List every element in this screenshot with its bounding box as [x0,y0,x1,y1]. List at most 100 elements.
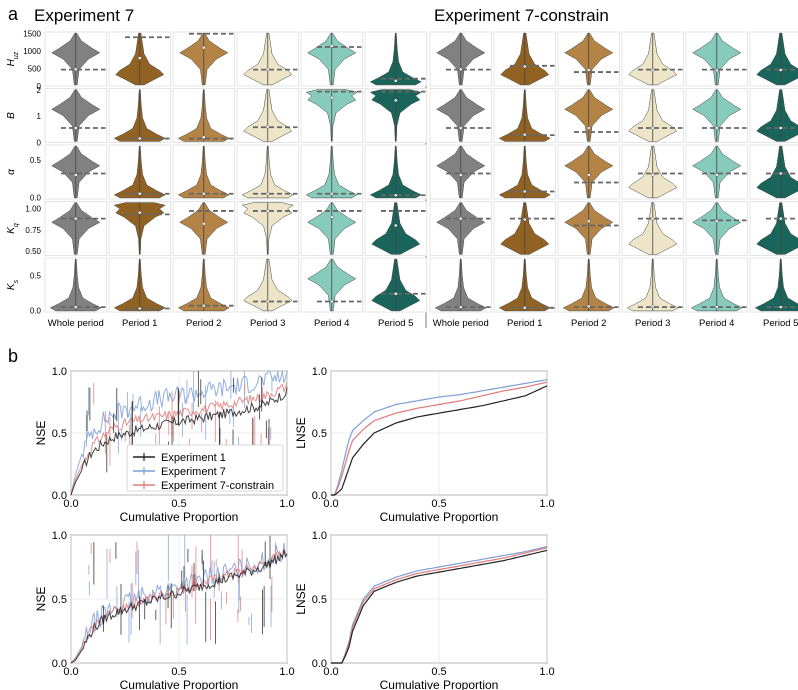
row-label-subscript: s [13,279,20,283]
violin-median [459,173,463,177]
violin-median [523,132,527,137]
x-axis-label: Cumulative Proportion [380,678,499,690]
x-tick-label: 1.0 [279,666,294,678]
series-line [331,381,548,496]
column-label: Period 4 [314,318,349,329]
y-tick-label: 1.00 [25,204,41,213]
violin-median [138,306,142,311]
column-label: Whole period [48,318,104,329]
x-tick-label: 1.0 [539,666,554,678]
y-tick-label: 0.5 [52,428,67,440]
violin-median [202,222,206,226]
x-tick-label: 0.0 [323,666,338,678]
violin-median [587,173,591,177]
violin-median [266,67,270,71]
legend-label: Experiment 1 [161,452,226,464]
x-axis-label: Cumulative Proportion [120,510,239,524]
violin-median [202,45,206,50]
y-tick-label: 1500 [23,30,41,39]
violin-median [523,217,527,222]
panel-a-label: a [8,4,19,24]
violin-median [394,193,398,197]
violin-median [715,173,719,177]
violin-median [779,216,783,221]
violin-median [74,216,78,221]
y-tick-label: 0 [37,82,42,91]
violin-median [266,209,270,213]
violin-shape [756,202,798,255]
y-tick-label: 1 [37,112,42,121]
left-panel-title: Experiment 7 [34,6,134,25]
violin-median [394,98,398,103]
x-axis-label: Cumulative Proportion [380,510,499,524]
y-tick-label: 0 [37,139,42,148]
legend-label: Experiment 7-constrain [161,480,274,492]
violin-median [74,126,78,130]
violin-median [74,173,78,177]
y-tick-label: 0.5 [312,428,327,440]
violin-median [587,126,591,130]
row-label: Huz [6,51,20,66]
violin-median [715,219,719,223]
x-axis-label: Cumulative Proportion [120,678,239,690]
violin-median [330,44,334,48]
y-tick-label: 0.5 [52,594,67,606]
series-line [331,547,548,664]
row-label: Kq [6,223,20,234]
violin-median [394,223,398,228]
violin-grid: 1500 1000 500 0 Huz 2 1 0 B 0.5 0.0 α 1.00 0.75 0.50 Kq… [6,30,798,329]
violin-median [138,192,142,196]
x-tick-label: 1.0 [279,498,294,510]
row-label: α [6,169,17,175]
x-tick-label: 0.5 [431,498,446,510]
violin-median [138,136,142,141]
y-tick-label: 0.75 [25,226,41,235]
violin-median [459,305,463,309]
violin-median [74,67,78,71]
column-label: Period 1 [122,318,157,329]
violin-shape [754,258,798,312]
violin-median [459,67,463,71]
violin-median [523,189,527,194]
y-tick-label: 0.0 [312,658,327,670]
legend-box [126,444,284,492]
violin-median [715,126,719,130]
y-axis-label: LNSE [294,417,308,448]
x-tick-label: 0.0 [63,666,78,678]
violin-median [651,126,655,130]
violin-median [651,304,655,309]
column-label: Period 3 [635,318,670,329]
column-label: Period 5 [763,318,798,329]
violin-median [138,56,142,60]
violin-median [202,135,206,139]
violin-shape [756,32,798,86]
violin-median [202,192,206,196]
x-tick-label: 0.5 [431,666,446,678]
violin-median [587,304,591,309]
x-tick-label: 0.0 [63,498,78,510]
series-line [70,548,288,664]
x-tick-label: 0.5 [171,498,186,510]
column-label: Period 5 [378,318,413,329]
y-tick-label: 0.50 [25,247,41,256]
column-label: Period 2 [186,318,221,329]
y-tick-label: 0.0 [52,490,67,502]
violin-median [587,219,591,223]
x-tick-label: 0.5 [171,666,186,678]
y-tick-label: 0.0 [52,658,67,670]
violin-median [715,305,719,309]
y-tick-label: 0.5 [30,156,42,165]
series-line [331,379,548,496]
violin-median [330,96,334,100]
y-tick-label: 0.0 [30,307,42,316]
y-tick-label: 0.0 [312,490,327,502]
violin-median [266,299,270,304]
violin-median [779,68,783,72]
column-label: Period 1 [507,318,542,329]
series-line [331,549,548,664]
violin-median [459,126,463,130]
y-tick-label: 0.0 [30,194,42,203]
violin-median [587,68,591,72]
